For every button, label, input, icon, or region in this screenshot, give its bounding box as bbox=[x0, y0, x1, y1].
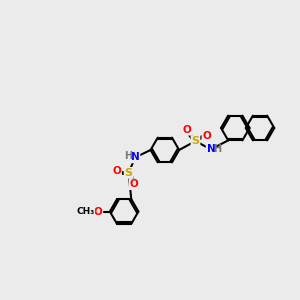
Text: O: O bbox=[112, 167, 121, 176]
Text: H: H bbox=[213, 144, 221, 154]
Text: O: O bbox=[94, 206, 102, 217]
Text: N: N bbox=[207, 144, 215, 154]
Text: CH₃: CH₃ bbox=[76, 207, 94, 216]
Text: S: S bbox=[124, 168, 133, 178]
Text: O: O bbox=[202, 131, 211, 141]
Text: S: S bbox=[191, 136, 200, 146]
Text: H: H bbox=[124, 151, 132, 161]
Text: O: O bbox=[183, 125, 191, 135]
Text: N: N bbox=[131, 152, 140, 162]
Text: O: O bbox=[130, 179, 138, 189]
